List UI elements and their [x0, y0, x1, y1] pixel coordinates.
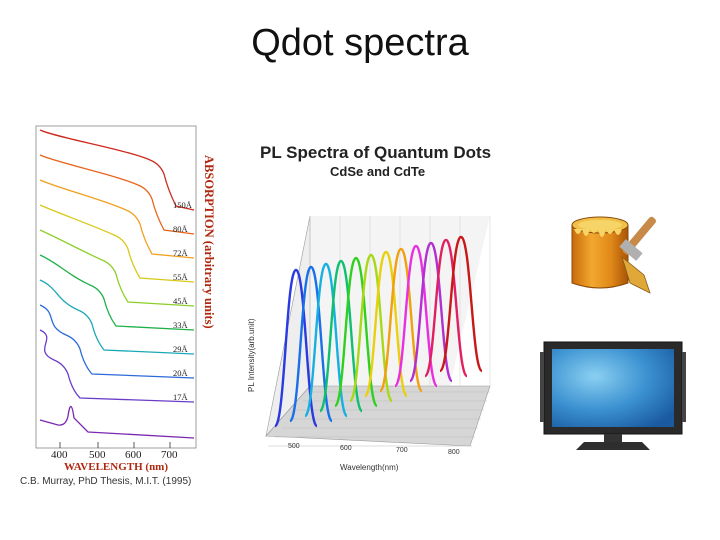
pl-x-tick-label: 800: [448, 449, 460, 456]
absorption-x-axis-label: WAVELENGTH (nm): [64, 461, 168, 473]
size-label: 45Å: [173, 296, 189, 306]
absorption-credit: C.B. Murray, PhD Thesis, M.I.T. (1995): [20, 476, 191, 487]
absorption-curve: [39, 254, 195, 331]
absorption-curve: [39, 129, 195, 211]
pl-spectra-figure: PL Spectra of Quantum Dots CdSe and CdTe…: [247, 143, 491, 472]
size-label: 17Å: [173, 392, 189, 402]
absorption-curve: [39, 179, 195, 259]
absorption-curve: [39, 329, 195, 403]
absorption-curve: [39, 204, 195, 283]
absorption-x-ticks: 400 500 600 700: [51, 442, 178, 461]
x-tick-label: 600: [125, 449, 142, 461]
pl-x-ticks: 500 600 700 800: [288, 443, 460, 456]
size-label: 72Å: [173, 248, 189, 258]
size-label: 33Å: [173, 320, 189, 330]
pl-y-axis-label: PL Intensity(arb.unit): [247, 318, 256, 392]
pl-x-tick-label: 500: [288, 443, 300, 450]
absorption-curve: [39, 279, 195, 355]
absorption-curve: [39, 229, 195, 307]
pl-x-tick-label: 700: [396, 447, 408, 454]
pl-peak: [438, 235, 484, 373]
absorption-curve: [39, 304, 195, 379]
pl-x-tick-label: 600: [340, 445, 352, 452]
pl-title: PL Spectra of Quantum Dots: [260, 143, 491, 162]
x-tick-label: 500: [89, 449, 106, 461]
pl-subtitle: CdSe and CdTe: [330, 164, 425, 179]
pl-peaks: [273, 235, 484, 428]
size-label: 20Å: [173, 368, 189, 378]
pl-x-axis-label: Wavelength(nm): [340, 463, 399, 472]
pl-peak: [273, 268, 319, 428]
absorption-spectra-figure: 150Å 80Å 72Å 55Å 45Å 33Å 29Å 20Å 17Å ABSORPTION …: [20, 125, 216, 487]
flat-screen-tv-icon: [540, 341, 686, 450]
slide-title: Qdot spectra: [251, 22, 469, 64]
absorption-y-axis-label: ABSORPTION (arbitrary units): [202, 155, 216, 329]
size-label: 150Å: [173, 200, 193, 210]
absorption-curve: [39, 405, 195, 439]
x-tick-label: 400: [51, 449, 68, 461]
size-labels: 150Å 80Å 72Å 55Å 45Å 33Å 29Å 20Å 17Å: [173, 200, 193, 402]
absorption-curves: [39, 129, 195, 439]
absorption-curve: [39, 154, 195, 235]
x-tick-label: 700: [161, 449, 178, 461]
size-label: 55Å: [173, 272, 189, 282]
paint-bucket-icon: [571, 216, 656, 294]
pl-peak: [288, 265, 334, 423]
pl-peak: [303, 262, 349, 418]
size-label: 80Å: [173, 224, 189, 234]
pl-peak: [318, 259, 364, 413]
pl-peak: [423, 238, 469, 378]
size-label: 29Å: [173, 344, 189, 354]
